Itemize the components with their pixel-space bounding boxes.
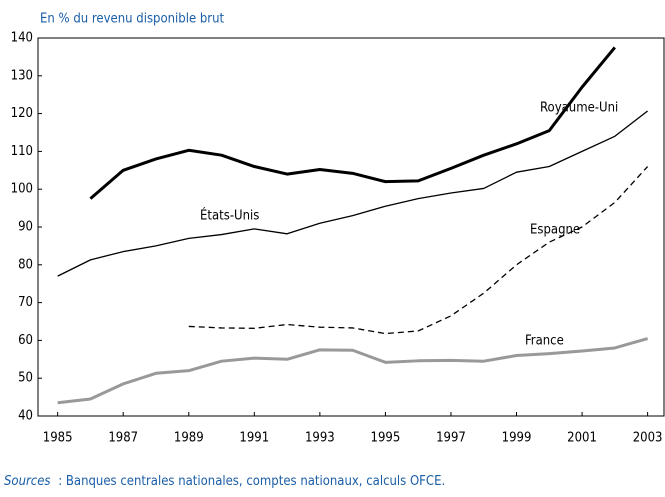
y-tick-label: 40 — [18, 409, 33, 424]
series-line — [57, 110, 649, 277]
y-tick-label: 60 — [18, 333, 33, 348]
series-label: Espagne — [530, 223, 580, 238]
source-label: Sources — [4, 474, 51, 489]
x-tick-label: 1993 — [305, 431, 335, 446]
x-tick-label: 2001 — [567, 431, 597, 446]
y-tick-label: 50 — [18, 371, 33, 386]
x-tick-label: 1995 — [371, 431, 401, 446]
series-line — [57, 337, 649, 405]
x-tick-label: 1997 — [436, 431, 466, 446]
x-tick-label: 1989 — [174, 431, 204, 446]
x-tick-label: 1991 — [239, 431, 269, 446]
series-line — [89, 46, 616, 200]
y-tick-label: 140 — [11, 31, 33, 46]
series-label: États-Unis — [200, 208, 259, 224]
y-tick-label: 100 — [11, 182, 33, 197]
x-tick-label: 1985 — [43, 431, 73, 446]
series-label: France — [525, 334, 564, 349]
x-tick-label: 1987 — [108, 431, 138, 446]
source: Sources : Banques centrales nationales, … — [4, 474, 445, 489]
series-label: Royaume-Uni — [540, 101, 618, 116]
y-tick-label: 80 — [18, 257, 33, 272]
y-tick-label: 110 — [11, 144, 33, 159]
x-tick-label: 2003 — [633, 431, 663, 446]
y-tick-label: 70 — [18, 295, 33, 310]
x-tick-label: 1999 — [502, 431, 532, 446]
y-tick-label: 130 — [11, 68, 33, 83]
y-tick-label: 120 — [11, 106, 33, 121]
y-tick-label: 90 — [18, 220, 33, 235]
source-text: : Banques centrales nationales, comptes … — [58, 474, 445, 489]
y-axis-label: En % du revenu disponible brut — [40, 12, 225, 27]
series-line — [188, 166, 649, 335]
